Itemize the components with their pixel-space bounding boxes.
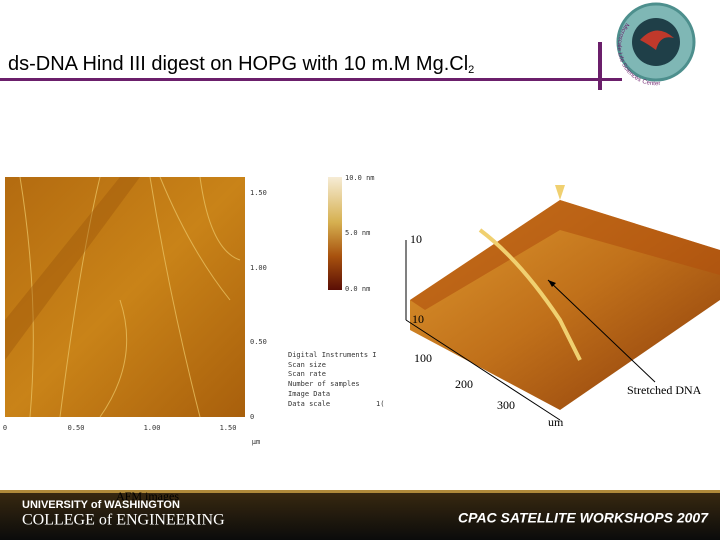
colorbar-label: 10.0 nm xyxy=(345,174,375,182)
info-line: Image Data xyxy=(288,390,330,398)
footer-rule xyxy=(0,490,720,493)
title-rule xyxy=(0,78,622,81)
annotation: Stretched DNA xyxy=(627,383,702,397)
footer xyxy=(0,490,720,540)
y-label: 0.50 xyxy=(250,338,267,346)
caption: AFM images xyxy=(116,489,179,503)
title-subscript: 2 xyxy=(468,64,474,76)
peak xyxy=(555,185,565,200)
z-label: 10 xyxy=(412,312,424,326)
axis-label: 300 xyxy=(497,398,515,412)
surface-band xyxy=(410,200,720,310)
college: COLLEGE of ENGINEERING xyxy=(22,512,225,529)
afm-terrace xyxy=(5,177,140,360)
info-line: Digital Instruments I xyxy=(288,351,377,359)
x-label: 1.00 xyxy=(144,424,161,432)
afm-x-axis: 0 0.50 1.00 1.50 µm xyxy=(3,424,260,446)
colorbar xyxy=(328,177,342,290)
info-line: Scan size xyxy=(288,361,326,369)
dna-ridge xyxy=(478,228,582,361)
title-text: ds-DNA Hind III digest on HOPG with 10 m… xyxy=(8,53,468,75)
axis-label: 100 xyxy=(414,351,432,365)
arrow-head xyxy=(548,280,556,287)
logo-figure xyxy=(640,30,674,50)
afm-y-axis: 1.50 1.00 0.50 0 xyxy=(250,189,267,421)
info-value: 1( xyxy=(376,400,384,408)
university: UNIVERSITY of WASHINGTON xyxy=(22,499,180,511)
afm-info: Digital Instruments I Scan size Scan rat… xyxy=(288,351,384,408)
axis-unit: um xyxy=(548,415,564,429)
afm-image xyxy=(5,177,245,417)
y-label: 1.00 xyxy=(250,264,267,272)
info-line: Scan rate xyxy=(288,370,326,378)
title-bar xyxy=(598,42,602,90)
event: CPAC SATELLITE WORKSHOPS 2007 xyxy=(458,510,709,526)
info-line: Number of samples xyxy=(288,380,360,388)
z-label: 10 xyxy=(410,232,422,246)
axis-label: 200 xyxy=(455,377,473,391)
colorbar-label: 5.0 nm xyxy=(345,229,370,237)
x-label: 0.50 xyxy=(68,424,85,432)
colorbar-label: 0.0 nm xyxy=(345,285,370,293)
x-axis xyxy=(405,319,561,421)
title: ds-DNA Hind III digest on HOPG with 10 m… xyxy=(8,53,474,76)
info-line: Data scale xyxy=(288,400,330,408)
annotation-arrow xyxy=(547,279,656,383)
y-label: 1.50 xyxy=(250,189,267,197)
x-label: 0 xyxy=(3,424,7,432)
y-label: 0 xyxy=(250,413,254,421)
x-unit: µm xyxy=(252,438,260,446)
x-label: 1.50 xyxy=(220,424,237,432)
afm-strands xyxy=(19,176,241,418)
